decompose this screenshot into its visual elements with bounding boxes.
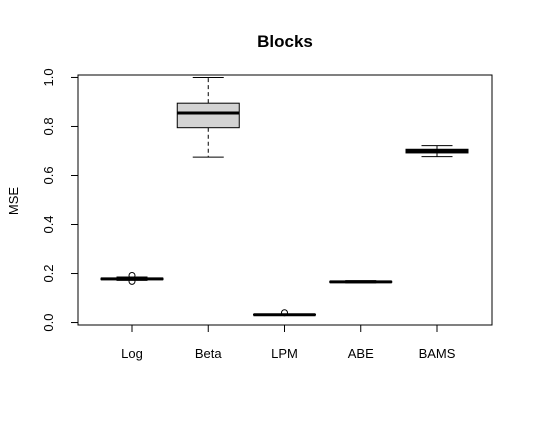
x-axis: Log Beta LPM ABE BAMS xyxy=(121,324,456,361)
y-axis: 0.0 0.2 0.4 0.6 0.8 1.0 xyxy=(41,68,79,332)
x-tick-label: Beta xyxy=(195,346,223,361)
box-lpm xyxy=(253,309,316,317)
box-log xyxy=(100,271,164,285)
box-iqr xyxy=(176,102,240,129)
x-tick-label: ABE xyxy=(348,346,374,361)
outlier-point xyxy=(128,271,136,279)
plot-frame xyxy=(77,74,493,326)
box-abe xyxy=(329,280,393,284)
chart-title: Blocks xyxy=(257,32,313,51)
outlier-point xyxy=(281,309,288,317)
box-bams xyxy=(405,145,469,158)
box-beta xyxy=(176,76,240,158)
y-tick-label: 0.2 xyxy=(41,264,56,282)
y-tick-label: 1.0 xyxy=(41,68,56,86)
x-tick-label: Log xyxy=(121,346,143,361)
x-tick-label: BAMS xyxy=(419,346,456,361)
y-tick-label: 0.6 xyxy=(41,166,56,184)
boxes-group xyxy=(100,76,469,317)
y-tick-label: 0.4 xyxy=(41,215,56,233)
x-tick-label: LPM xyxy=(271,346,298,361)
y-tick-label: 0.8 xyxy=(41,117,56,135)
y-axis-label: MSE xyxy=(6,187,21,216)
y-tick-label: 0.0 xyxy=(41,314,56,332)
